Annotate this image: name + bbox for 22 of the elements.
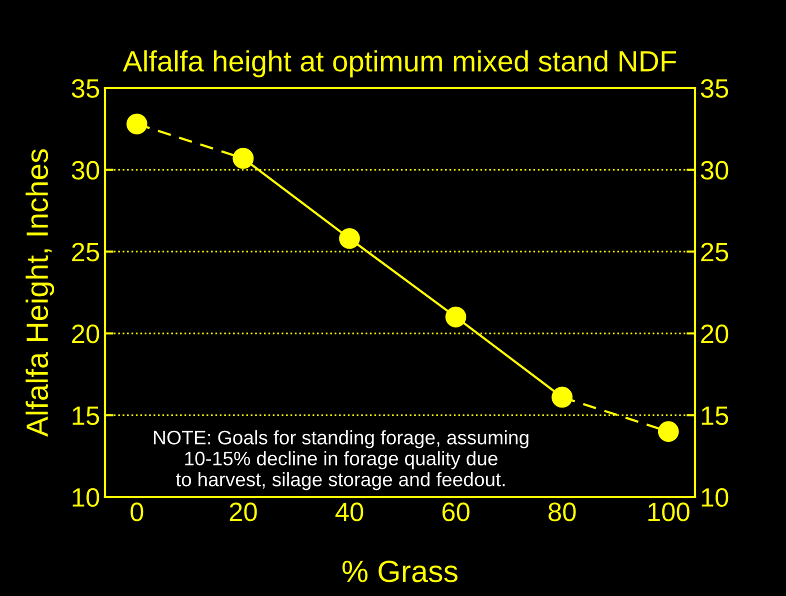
y2-tick-label: 10 (702, 488, 728, 507)
y-tick-label: 30 (72, 160, 100, 180)
y2-tick-label: 20 (701, 324, 728, 344)
y-tick-label: 35 (72, 79, 100, 98)
y-tick-label: 20 (72, 324, 100, 344)
x-tick-label: 40 (335, 502, 364, 522)
x-tick-label: 80 (548, 502, 576, 522)
y-tick-label: 15 (72, 406, 100, 426)
x-tick-label: 60 (442, 502, 470, 522)
y-tick-label: 10 (72, 488, 100, 507)
y2-tick-label: 25 (701, 242, 728, 262)
annotation: NOTE: Goals for standing forage, assuming 10-15% decline in forage quality due to harvest, silage storage and feedout. (154, 430, 528, 490)
chart-title: Alfalfa height at optimum mixed stand NDF (122, 50, 676, 78)
y-axis-title: Alfalfa Height, Inches (26, 149, 54, 437)
y2-tick-label: 15 (702, 406, 728, 426)
x-axis-title: % Grass (342, 560, 458, 582)
x-tick-label: 100 (648, 502, 690, 522)
y2-tick-label: 30 (700, 160, 728, 180)
x-tick-label: 20 (230, 502, 257, 522)
y2-tick-label: 35 (700, 79, 728, 98)
y-tick-label: 25 (72, 242, 100, 262)
x-tick-label: 0 (130, 502, 144, 522)
